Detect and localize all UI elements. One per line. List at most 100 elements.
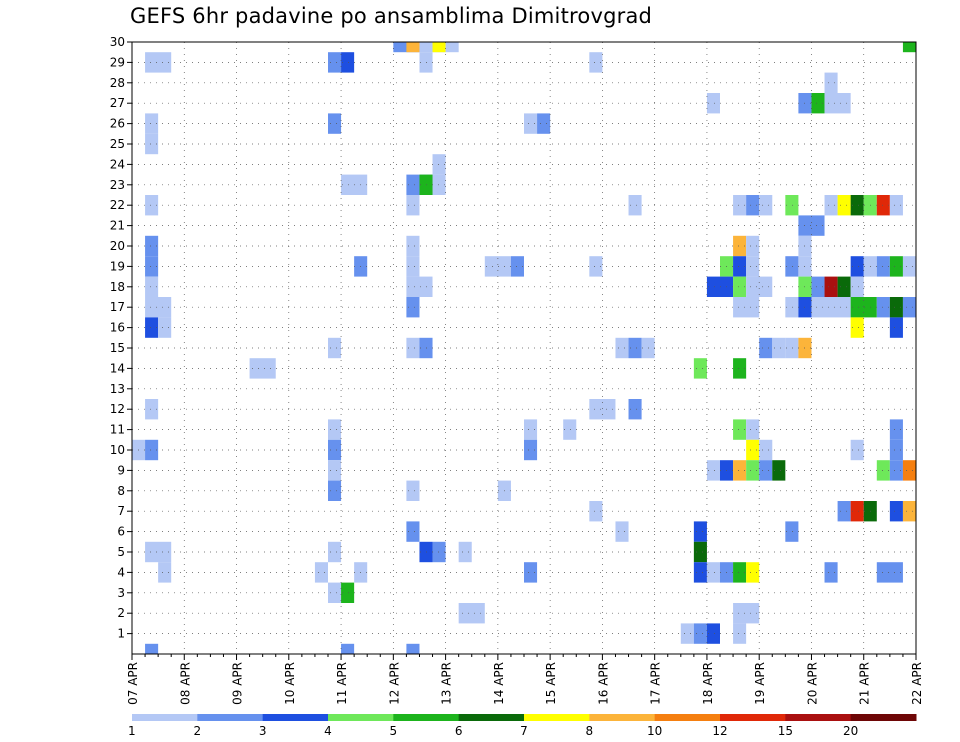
cell-member-10 — [524, 439, 538, 461]
y-tick-label: 6 — [117, 525, 125, 539]
cell-member-12 — [145, 399, 159, 420]
cell-member-0 — [406, 643, 420, 654]
cell-member-9 — [733, 460, 747, 481]
legend-swatch — [328, 714, 394, 721]
legend-swatch — [850, 714, 917, 721]
cell-member-19 — [785, 256, 799, 277]
cell-member-19 — [733, 256, 747, 277]
cell-member-9 — [746, 460, 760, 481]
x-tick-label: 20 APR — [805, 662, 819, 705]
cell-member-1 — [693, 623, 707, 644]
cell-member-27 — [706, 93, 720, 114]
cell-member-23 — [406, 174, 420, 195]
y-tick-label: 5 — [117, 545, 125, 559]
cell-member-23 — [432, 174, 446, 195]
cell-member-9 — [772, 460, 786, 481]
cell-member-17 — [785, 297, 799, 318]
cell-member-3 — [341, 582, 355, 603]
y-tick-label: 22 — [110, 198, 125, 212]
cell-member-30 — [445, 42, 459, 53]
cell-member-30 — [406, 42, 420, 53]
cell-member-9 — [889, 460, 903, 481]
y-tick-label: 9 — [117, 463, 125, 477]
cell-member-15 — [759, 337, 773, 359]
cell-member-22 — [824, 195, 838, 216]
cell-member-24 — [432, 154, 446, 175]
y-tick-label: 4 — [117, 565, 125, 579]
x-tick-label: 14 APR — [492, 662, 506, 705]
cell-member-4 — [733, 562, 747, 583]
cell-member-21 — [798, 215, 825, 236]
cell-member-20 — [746, 235, 760, 257]
cell-member-20 — [406, 235, 420, 257]
cell-member-7 — [850, 501, 864, 522]
cell-member-11 — [524, 419, 538, 440]
cell-member-1 — [680, 623, 694, 644]
cell-member-19 — [746, 256, 760, 277]
legend-label: 3 — [259, 724, 267, 738]
cell-member-4 — [706, 562, 720, 583]
cell-member-9 — [876, 460, 890, 481]
legend-swatch — [785, 714, 852, 721]
legend-label: 20 — [843, 724, 858, 738]
cell-member-15 — [772, 337, 786, 359]
cell-member-22 — [850, 195, 864, 216]
cell-member-5 — [328, 541, 342, 563]
y-tick-label: 1 — [117, 627, 125, 641]
y-tick-label: 24 — [110, 157, 125, 171]
cell-member-14 — [733, 358, 747, 379]
cell-member-5 — [432, 541, 446, 563]
cell-member-15 — [406, 337, 420, 359]
y-tick-label: 21 — [110, 219, 125, 233]
cell-member-22 — [628, 195, 642, 216]
cell-member-16 — [889, 317, 903, 338]
cell-member-22 — [733, 195, 747, 216]
cell-member-9 — [328, 460, 342, 481]
cell-member-18 — [811, 276, 825, 297]
cell-member-4 — [824, 562, 838, 583]
y-tick-label: 16 — [110, 321, 125, 335]
cell-member-10 — [746, 439, 760, 461]
legend-swatch — [654, 714, 721, 721]
cell-member-12 — [589, 399, 616, 420]
y-tick-label: 13 — [110, 382, 125, 396]
cell-member-15 — [628, 337, 642, 359]
cell-member-18 — [706, 276, 734, 297]
cell-member-18 — [746, 276, 773, 297]
cell-member-28 — [824, 72, 838, 93]
cell-member-10 — [145, 439, 159, 461]
cell-member-30 — [393, 42, 420, 53]
cell-member-10 — [328, 439, 342, 461]
cell-member-29 — [589, 52, 603, 73]
y-tick-label: 30 — [110, 35, 125, 49]
cell-member-19 — [850, 256, 864, 277]
legend-label: 10 — [647, 724, 662, 738]
cell-member-26 — [328, 113, 342, 134]
x-tick-label: 13 APR — [440, 662, 454, 705]
legend-swatch — [458, 714, 525, 721]
y-tick-label: 20 — [110, 239, 125, 253]
cell-member-11 — [889, 419, 903, 440]
cell-member-10 — [850, 439, 864, 461]
y-tick-label: 3 — [117, 586, 125, 600]
cell-member-26 — [145, 113, 159, 134]
cell-member-20 — [145, 235, 159, 257]
x-tick-label: 18 APR — [701, 662, 715, 705]
cell-member-7 — [902, 501, 916, 522]
cell-member-5 — [693, 541, 707, 563]
cell-member-19 — [589, 256, 603, 277]
x-tick-label: 08 APR — [178, 662, 192, 705]
cell-member-9 — [759, 460, 773, 481]
x-tick-label: 07 APR — [126, 662, 140, 705]
cell-member-4 — [314, 562, 328, 583]
cell-member-30 — [902, 42, 916, 53]
cell-member-19 — [145, 256, 159, 277]
cell-member-17 — [733, 297, 760, 318]
cell-member-4 — [876, 562, 903, 583]
cell-member-2 — [458, 603, 485, 624]
x-axis: 07 APR 08 APR 09 APR 10 APR 11 APR 12 APR 13 A… — [126, 654, 924, 705]
x-tick-label: 22 APR — [910, 662, 924, 705]
x-tick-label: 12 APR — [387, 662, 401, 705]
cell-member-1 — [733, 623, 747, 644]
cell-member-8 — [328, 480, 342, 501]
